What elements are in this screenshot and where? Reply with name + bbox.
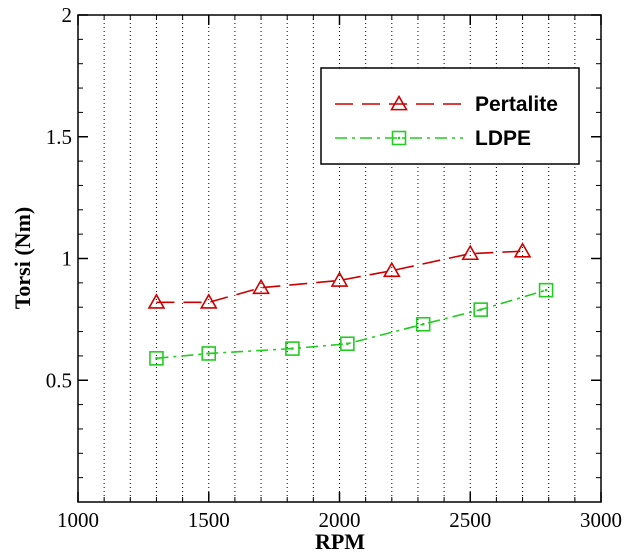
data-point [340,336,355,352]
data-point [461,244,480,261]
x-tick-label: 1500 [188,508,230,532]
data-point-center [544,288,548,292]
data-point [285,341,300,356]
data-point [330,271,349,287]
data-point [382,261,401,278]
data-point [252,278,270,295]
x-tick-label: 1000 [57,508,99,532]
legend-box [320,67,580,165]
data-point [199,293,218,309]
data-point-center [155,357,158,360]
legend-label: Pertalite [475,93,558,116]
data-point [473,302,489,317]
data-point-center [421,323,425,326]
legend-marker [390,94,408,111]
y-tick-label: 2 [62,3,73,27]
data-point [415,316,431,332]
x-tick-label: 2500 [449,508,491,532]
x-tick-label: 3000 [580,508,622,532]
series-ldpe [149,282,554,366]
axes: 1000 1500 2000 2500 3000 0.5 1 1.5 2 [46,3,622,532]
series-layer [147,242,554,366]
data-point-center [346,342,349,345]
legend: Pertalite LDPE [320,67,580,165]
series-pertalite [147,242,532,309]
y-tick-label: 1 [62,247,73,271]
y-axis-title: Torsi (Nm) [10,207,35,309]
data-point [147,293,166,309]
data-point [538,282,554,298]
data-point [513,242,532,258]
x-axis-title: RPM [315,529,365,553]
data-point [201,346,217,361]
legend-label: LDPE [475,127,531,150]
y-tick-label: 0.5 [46,368,72,392]
data-point-center [291,347,294,350]
data-point [149,351,164,366]
legend-marker-center [397,136,401,140]
x-tick-label: 2000 [319,508,361,532]
y-tick-label: 1.5 [46,125,72,149]
data-point-center [207,352,210,355]
data-point-center [479,308,482,311]
legend-marker [391,130,407,146]
